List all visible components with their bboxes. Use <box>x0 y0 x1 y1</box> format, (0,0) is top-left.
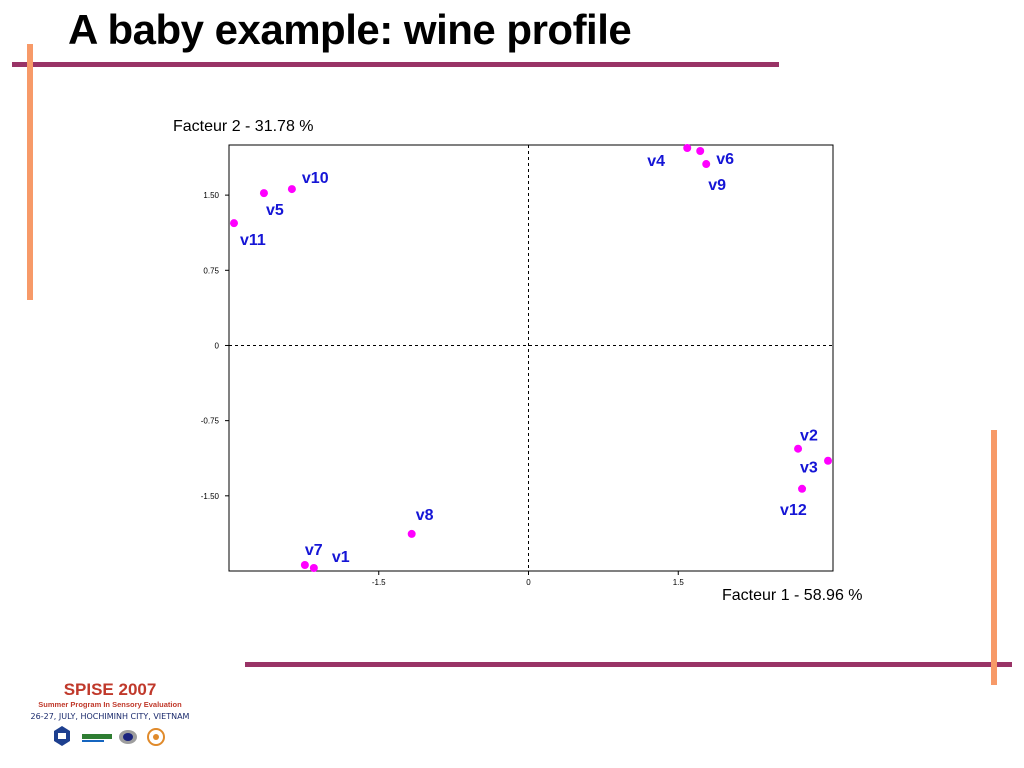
x-tick-label: -1.5 <box>372 578 386 587</box>
x-tick-label: 1.5 <box>673 578 685 587</box>
data-point-v5 <box>259 189 268 198</box>
point-label-v8: v8 <box>416 507 434 524</box>
data-point-v8 <box>407 529 416 538</box>
data-point-v10 <box>287 185 296 194</box>
point-label-v11: v11 <box>240 232 266 249</box>
data-point-v7 <box>300 560 309 569</box>
agrocampus-logo-icon <box>82 734 112 742</box>
plot-frame <box>228 144 834 572</box>
top-rule <box>12 62 779 67</box>
point-label-v3: v3 <box>800 460 818 477</box>
x-tick-label: 0 <box>526 578 531 587</box>
y-tick-label: -1.50 <box>201 492 220 501</box>
point-label-v10: v10 <box>302 170 329 187</box>
data-point-v9 <box>702 160 711 169</box>
data-point-v12 <box>798 484 807 493</box>
x-axis-ticks: -1.5 0 1.5 <box>372 571 685 587</box>
y-tick-label: -0.75 <box>201 417 220 426</box>
data-point-v3 <box>824 456 833 465</box>
point-label-v9: v9 <box>708 177 726 194</box>
university-logo-icon <box>54 726 70 746</box>
data-point-v1 <box>309 563 318 572</box>
footer-branding: SPISE 2007 Summer Program In Sensory Eva… <box>10 680 210 724</box>
partner-logo-icon <box>147 728 165 746</box>
bottom-rule <box>245 662 1012 667</box>
right-accent-bar <box>991 430 997 685</box>
institute-logo-icon <box>119 730 137 744</box>
y-axis-title: Facteur 2 - 31.78 % <box>173 118 314 135</box>
footer-subtitle: Summer Program In Sensory Evaluation <box>38 700 182 709</box>
sponsor-logos <box>54 726 165 746</box>
point-label-v7: v7 <box>305 542 323 559</box>
y-tick-label: 1.50 <box>203 191 219 200</box>
data-point-v2 <box>794 444 803 453</box>
x-axis-title: Facteur 1 - 58.96 % <box>722 587 863 604</box>
y-tick-label: 0 <box>215 341 220 350</box>
point-label-v6: v6 <box>716 151 734 168</box>
point-label-v12: v12 <box>780 502 807 519</box>
point-label-v4: v4 <box>647 153 665 170</box>
left-accent-bar <box>27 44 33 300</box>
y-tick-label: 0.75 <box>203 266 219 275</box>
point-label-v2: v2 <box>800 428 818 445</box>
footer-location: 26-27, JULY, HOCHIMINH CITY, VIETNAM <box>30 712 190 721</box>
footer-title: SPISE 2007 <box>63 680 157 699</box>
point-label-v5: v5 <box>266 202 284 219</box>
slide-title: A baby example: wine profile <box>68 6 632 53</box>
y-axis-ticks: 1.50 0.75 0 -0.75 -1.50 <box>201 191 229 501</box>
data-point-v6 <box>696 147 705 156</box>
data-point-v11 <box>229 219 238 228</box>
scatter-points: v1 v2 v3 v4 v5 v6 v7 v8 v9 v10 v11 v12 <box>229 144 833 572</box>
data-point-v4 <box>683 144 692 153</box>
point-label-v1: v1 <box>332 549 350 566</box>
